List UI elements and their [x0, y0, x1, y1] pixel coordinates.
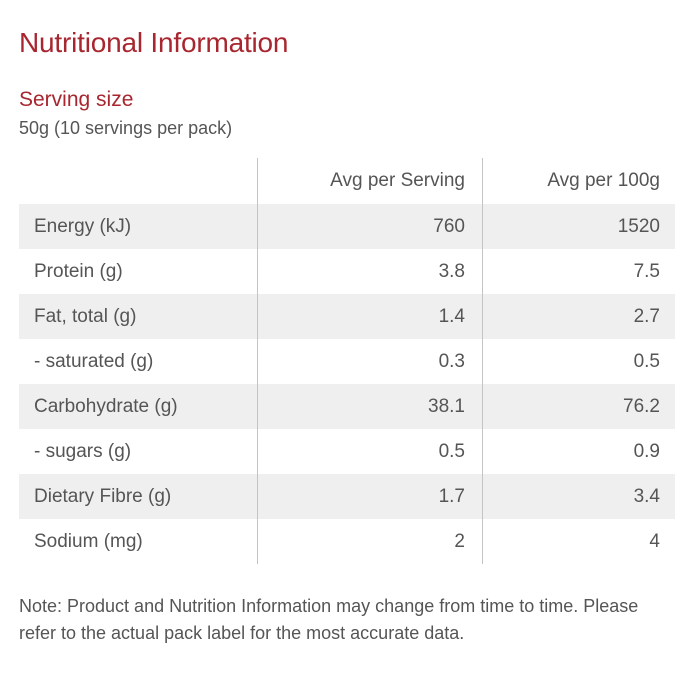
- row-per-serving: 2: [258, 519, 483, 564]
- row-per-100g: 2.7: [633, 305, 660, 327]
- row-per-100g: 3.4: [633, 485, 660, 507]
- table-row: Carbohydrate (g) 38.1 76.2: [19, 384, 675, 429]
- row-label: - saturated (g): [19, 339, 258, 384]
- row-label: Energy (kJ): [19, 204, 258, 249]
- table-row: - saturated (g) 0.3 0.5: [19, 339, 675, 384]
- row-per-100g: 7.5: [633, 260, 660, 282]
- row-label: Dietary Fibre (g): [19, 474, 258, 519]
- table-header-row: Avg per Serving Avg per 100g: [19, 158, 675, 204]
- table-row: Protein (g) 3.8 7.5: [19, 249, 675, 294]
- table-row: Sodium (mg) 2 4: [19, 519, 675, 564]
- row-per-serving: 760: [258, 204, 483, 249]
- row-label: Sodium (mg): [19, 519, 258, 564]
- disclaimer-note: Note: Product and Nutrition Information …: [19, 596, 639, 643]
- serving-size-heading: Serving size: [19, 88, 134, 111]
- row-per-serving: 0.3: [258, 339, 483, 384]
- row-per-serving: 0.5: [258, 429, 483, 474]
- row-per-serving: 1.4: [258, 294, 483, 339]
- nutrition-table: Avg per Serving Avg per 100g Energy (kJ)…: [19, 158, 675, 564]
- row-per-serving: 3.8: [258, 249, 483, 294]
- table-row: Fat, total (g) 1.4 2.7: [19, 294, 675, 339]
- page-title: Nutritional Information: [19, 27, 289, 58]
- header-per-100g: Avg per 100g: [547, 170, 660, 191]
- row-per-100g: 1520: [617, 215, 660, 237]
- header-label-cell: [19, 158, 258, 204]
- row-label: Fat, total (g): [19, 294, 258, 339]
- row-per-100g: 0.9: [633, 440, 660, 462]
- serving-size-value: 50g (10 servings per pack): [19, 118, 233, 138]
- row-label: Carbohydrate (g): [19, 384, 258, 429]
- row-per-100g: 0.5: [633, 350, 660, 372]
- row-per-serving: 1.7: [258, 474, 483, 519]
- row-per-100g: 76.2: [623, 395, 660, 417]
- row-label: Protein (g): [19, 249, 258, 294]
- table-row: - sugars (g) 0.5 0.9: [19, 429, 675, 474]
- row-per-100g: 4: [649, 530, 660, 552]
- table-row: Energy (kJ) 760 1520: [19, 204, 675, 249]
- row-label: - sugars (g): [19, 429, 258, 474]
- table-row: Dietary Fibre (g) 1.7 3.4: [19, 474, 675, 519]
- header-per-serving: Avg per Serving: [258, 158, 483, 204]
- row-per-serving: 38.1: [258, 384, 483, 429]
